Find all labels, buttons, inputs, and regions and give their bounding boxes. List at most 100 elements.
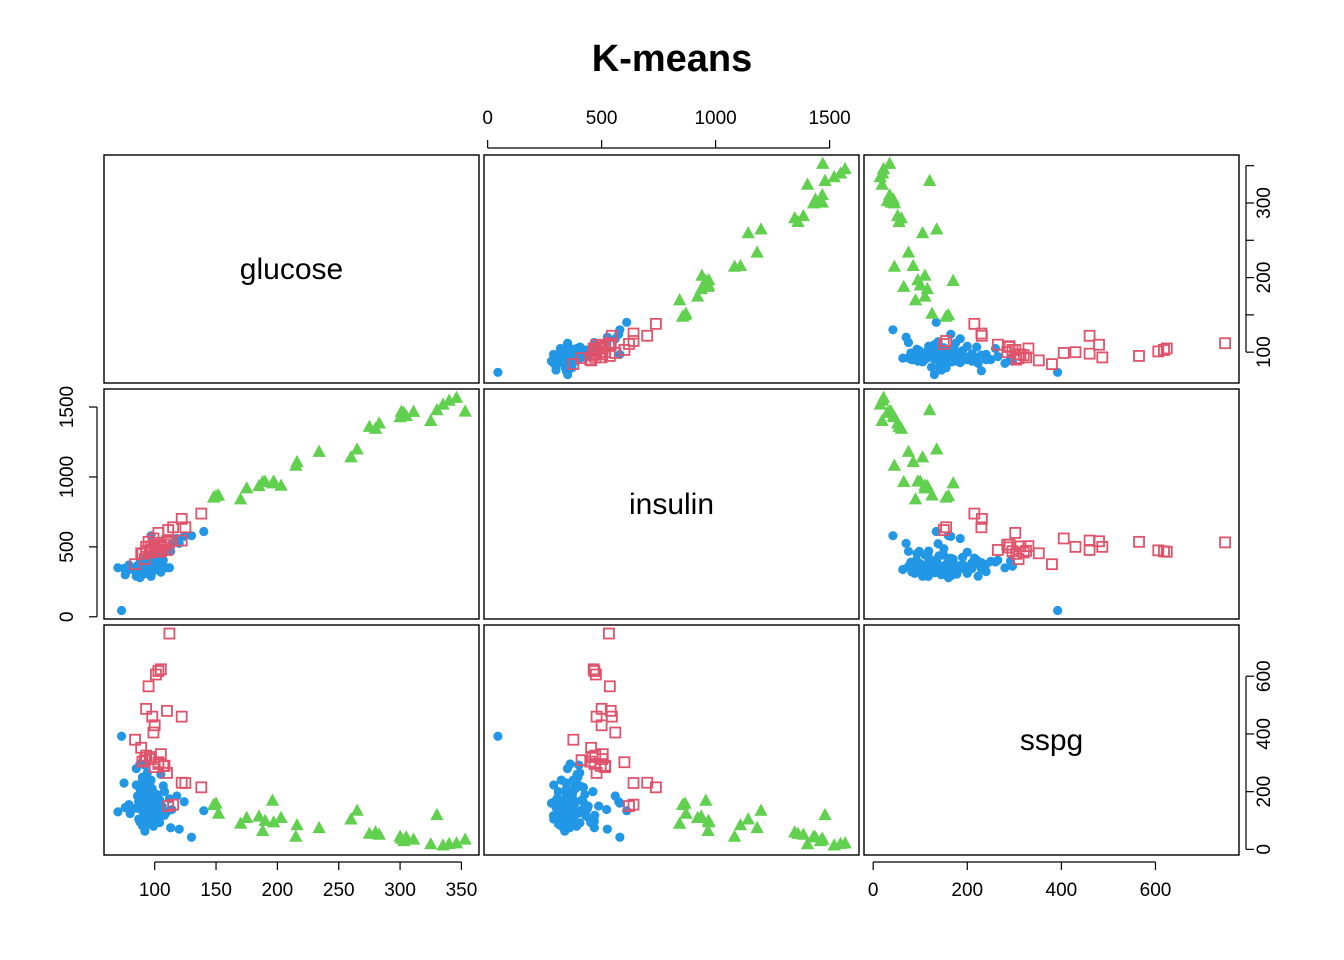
data-point — [972, 555, 982, 565]
data-point — [800, 177, 815, 190]
panel-glucose-vs-insulin — [483, 154, 860, 384]
data-point — [888, 325, 898, 335]
data-point — [129, 733, 141, 746]
tick-label-sspg: 200 — [1254, 776, 1275, 808]
data-point — [113, 563, 123, 573]
data-point — [143, 568, 154, 578]
data-point — [1017, 546, 1030, 559]
data-point — [679, 306, 693, 319]
data-point — [603, 627, 615, 640]
data-point — [240, 481, 254, 494]
data-point — [972, 342, 982, 352]
tick-label-insulin: 0 — [57, 611, 78, 622]
data-point — [179, 797, 189, 807]
tick-label-glucose: 200 — [1254, 262, 1275, 294]
data-point — [991, 544, 1004, 556]
data-point — [1083, 347, 1096, 360]
data-point — [211, 488, 226, 501]
data-point — [750, 245, 764, 258]
data-point — [897, 474, 911, 487]
data-point — [116, 731, 127, 741]
data-point — [493, 367, 503, 377]
data-point — [906, 454, 920, 468]
data-point — [549, 357, 559, 367]
data-point — [917, 357, 928, 367]
tick-label-sspg: 0 — [1254, 844, 1275, 855]
data-point — [588, 787, 598, 797]
data-point — [135, 798, 145, 808]
data-point — [1069, 540, 1082, 553]
panel-sspg-vs-sspg — [863, 624, 1240, 856]
data-point — [137, 772, 148, 782]
data-point — [940, 335, 953, 347]
data-point — [1083, 534, 1096, 547]
data-point — [159, 787, 170, 797]
data-point — [154, 663, 167, 676]
data-point — [936, 570, 947, 580]
data-point — [930, 442, 944, 455]
data-point — [573, 807, 583, 817]
data-point — [594, 760, 607, 772]
data-point — [618, 756, 631, 769]
data-point — [976, 563, 986, 574]
data-point — [1152, 345, 1165, 358]
data-point — [565, 759, 575, 769]
data-point — [962, 547, 972, 557]
data-point — [609, 726, 622, 739]
diagonal-labels: glucose insulin sspg — [240, 253, 1083, 757]
data-point — [589, 823, 599, 833]
tick-label-insulin: 1500 — [808, 108, 850, 129]
data-point — [258, 474, 272, 487]
data-point — [602, 824, 612, 834]
data-point — [594, 801, 604, 811]
data-point — [943, 560, 954, 570]
data-point — [186, 832, 197, 842]
panel-sspg-vs-insulin — [483, 624, 860, 856]
data-point — [449, 390, 464, 403]
data-point — [955, 334, 965, 344]
data-point — [553, 787, 563, 797]
tick-label-sspg: 600 — [1140, 880, 1172, 901]
data-point — [560, 794, 570, 804]
tick-label-glucose: 150 — [200, 880, 232, 901]
data-point — [838, 161, 852, 175]
label-insulin: insulin — [629, 488, 714, 521]
data-points — [113, 156, 1232, 851]
data-point — [344, 812, 358, 825]
data-point — [991, 338, 1004, 351]
data-point — [1003, 541, 1016, 554]
data-point — [167, 798, 180, 811]
data-point — [922, 173, 937, 187]
data-point — [136, 755, 149, 768]
data-point — [265, 793, 280, 806]
data-point — [175, 534, 188, 547]
data-point — [578, 797, 588, 807]
data-point — [876, 390, 891, 403]
data-point — [627, 327, 640, 340]
data-point — [1009, 526, 1022, 539]
tick-label-glucose: 250 — [323, 880, 355, 901]
data-point — [1057, 347, 1070, 359]
data-point — [901, 444, 916, 457]
data-point — [955, 533, 965, 544]
data-point — [888, 531, 898, 541]
matrix-axes: 0 500 1000 1500 100 200 300 0 500 1000 1500 100 150 2… — [57, 108, 1275, 901]
data-point — [406, 832, 421, 845]
data-point — [946, 476, 960, 489]
data-point — [1133, 350, 1145, 362]
data-point — [911, 474, 925, 487]
data-point — [973, 571, 983, 581]
data-point — [975, 521, 988, 534]
data-point — [816, 156, 830, 169]
data-point — [175, 710, 188, 723]
data-point — [967, 349, 977, 359]
data-point — [142, 680, 155, 693]
data-point — [924, 546, 934, 556]
data-point — [120, 570, 130, 580]
data-point — [950, 564, 961, 574]
data-point — [136, 547, 149, 560]
data-point — [1096, 351, 1109, 364]
data-point — [882, 187, 897, 201]
data-point — [584, 353, 597, 366]
data-point — [561, 778, 571, 788]
